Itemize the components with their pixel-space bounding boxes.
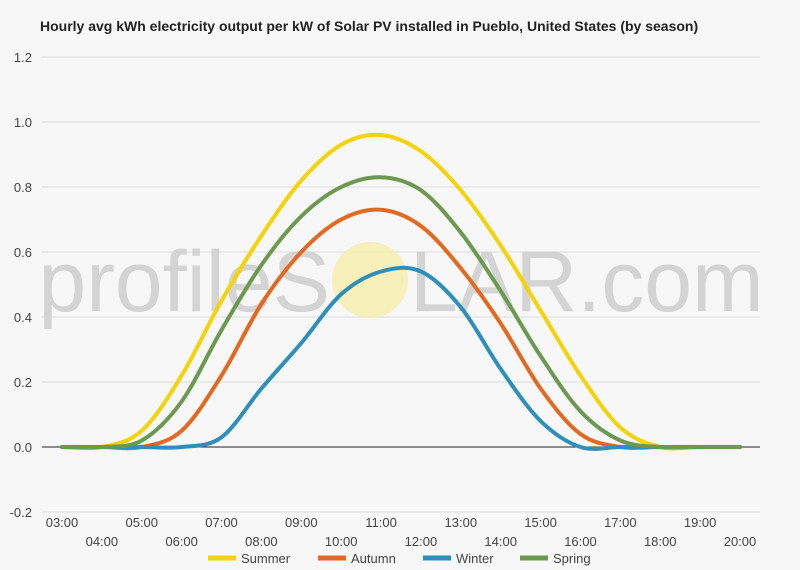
x-tick-label: 11:00 [365, 515, 397, 530]
legend: Summer Autumn Winter Spring [208, 551, 591, 566]
x-tick-label: 12:00 [405, 534, 438, 549]
grid-lines [42, 56, 760, 513]
x-tick-label: 17:00 [604, 515, 637, 530]
y-tick-label: 0.0 [14, 440, 32, 455]
x-tick-label: 15:00 [524, 515, 557, 530]
x-tick-label: 20:00 [724, 534, 757, 549]
x-tick-label: 03:00 [46, 515, 79, 530]
x-tick-label: 06:00 [165, 534, 198, 549]
x-tick-label: 10:00 [325, 534, 358, 549]
y-tick-label: 0.2 [14, 375, 32, 390]
x-tick-label: 09:00 [285, 515, 318, 530]
x-axis-ticks: 03:00 04:00 05:00 06:00 07:00 08:00 09:00 10:00… [46, 515, 757, 549]
y-tick-label: 1.2 [14, 50, 32, 65]
x-tick-label: 18:00 [644, 534, 677, 549]
legend-label: Winter [456, 551, 494, 566]
x-tick-label: 04:00 [86, 534, 119, 549]
x-tick-label: 16:00 [564, 534, 597, 549]
series-line-winter [60, 265, 742, 451]
y-tick-label: 0.4 [14, 310, 32, 325]
legend-item-summer: Summer [208, 551, 291, 566]
legend-item-spring: Spring [520, 551, 591, 566]
x-tick-label: 08:00 [245, 534, 278, 549]
chart-title: Hourly avg kWh electricity output per kW… [40, 18, 699, 34]
series-lines [60, 132, 742, 451]
legend-label: Summer [241, 551, 291, 566]
legend-item-autumn: Autumn [318, 551, 396, 566]
watermark-text-right: LAR.com [410, 234, 764, 330]
legend-item-winter: Winter [423, 551, 494, 566]
y-tick-label: -0.2 [10, 505, 32, 520]
y-axis-ticks: -0.2 0.0 0.2 0.4 0.6 0.8 1.0 1.2 [10, 50, 32, 520]
x-tick-label: 19:00 [684, 515, 717, 530]
series-line-spring [60, 175, 742, 450]
x-tick-label: 05:00 [125, 515, 158, 530]
watermark: profileS LAR.com [38, 234, 763, 330]
x-tick-label: 14:00 [484, 534, 517, 549]
y-tick-label: 1.0 [14, 115, 32, 130]
legend-label: Spring [553, 551, 591, 566]
y-tick-label: 0.6 [14, 245, 32, 260]
y-tick-label: 0.8 [14, 180, 32, 195]
watermark-sun-icon [332, 242, 408, 318]
watermark-text-left: profileS [38, 234, 330, 330]
x-tick-label: 13:00 [445, 515, 478, 530]
legend-label: Autumn [351, 551, 396, 566]
series-line-summer [60, 132, 742, 451]
x-tick-label: 07:00 [205, 515, 238, 530]
